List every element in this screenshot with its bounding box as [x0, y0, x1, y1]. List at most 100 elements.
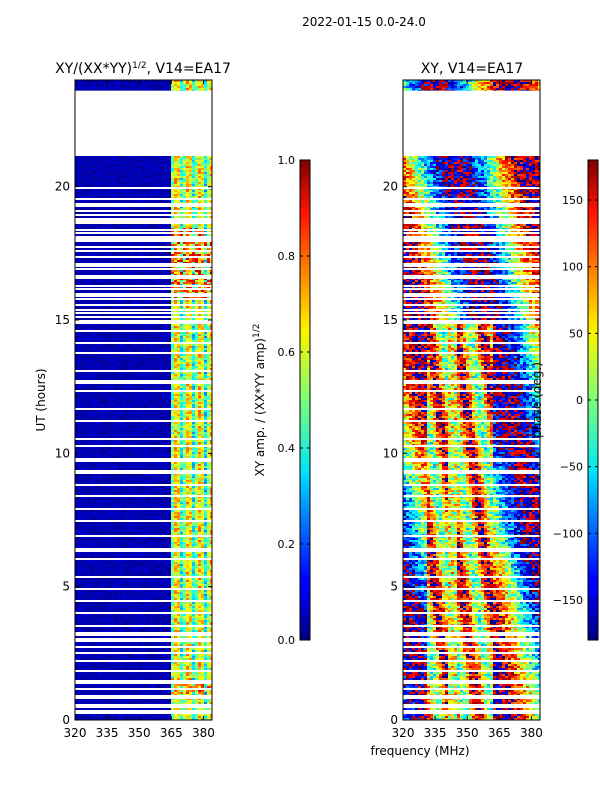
heatmap-cell — [114, 360, 117, 362]
heatmap-cell — [120, 178, 123, 180]
heatmap-cell — [81, 164, 84, 166]
heatmap-cell — [87, 324, 90, 326]
heatmap-cell — [75, 282, 78, 284]
heatmap-cell — [126, 324, 129, 326]
heatmap-cell — [147, 356, 150, 358]
heatmap-cell — [81, 258, 84, 260]
heatmap-cell — [129, 258, 132, 260]
heatmap-cell — [126, 248, 129, 250]
heatmap-cell — [177, 226, 180, 228]
heatmap-cell — [126, 156, 129, 158]
heatmap-cell — [87, 82, 90, 84]
heatmap-cell — [123, 348, 126, 350]
heatmap-cell — [147, 162, 150, 164]
heatmap-cell — [135, 350, 138, 352]
heatmap-cell — [168, 272, 171, 274]
heatmap-cell — [75, 328, 78, 330]
heatmap-cell — [114, 156, 117, 158]
heatmap-cell — [123, 344, 126, 346]
heatmap-cell — [138, 302, 141, 304]
heatmap-cell — [201, 80, 204, 82]
heatmap-cell — [120, 170, 123, 172]
heatmap-cell — [159, 216, 162, 218]
heatmap-cell — [123, 336, 126, 338]
heatmap-cell — [138, 254, 141, 256]
heatmap-cell — [171, 350, 174, 352]
heatmap-cell — [102, 216, 105, 218]
heatmap-cell — [99, 174, 102, 176]
heatmap-cell — [135, 162, 138, 164]
heatmap-cell — [207, 326, 210, 328]
heatmap-cell — [138, 84, 141, 86]
heatmap-cell — [198, 306, 201, 308]
heatmap-cell — [150, 170, 153, 172]
heatmap-cell — [210, 192, 212, 194]
heatmap-cell — [108, 282, 111, 284]
heatmap-cell — [189, 192, 192, 194]
heatmap-cell — [183, 348, 186, 350]
heatmap-cell — [195, 260, 198, 262]
heatmap-cell — [195, 196, 198, 198]
heatmap-cell — [126, 212, 129, 214]
heatmap-cell — [210, 306, 212, 308]
heatmap-cell — [90, 302, 93, 304]
heatmap-cell — [87, 244, 90, 246]
heatmap-cell — [144, 88, 147, 90]
heatmap-cell — [198, 272, 201, 274]
heatmap-cell — [192, 348, 195, 350]
heatmap-cell — [195, 336, 198, 338]
heatmap-cell — [120, 252, 123, 254]
heatmap-cell — [147, 226, 150, 228]
heatmap-cell — [150, 226, 153, 228]
heatmap-cell — [96, 178, 99, 180]
heatmap-cell — [156, 280, 159, 282]
heatmap-cell — [183, 190, 186, 192]
heatmap-cell — [135, 326, 138, 328]
heatmap-cell — [183, 248, 186, 250]
heatmap-cell — [153, 208, 156, 210]
heatmap-cell — [102, 178, 105, 180]
heatmap-cell — [81, 306, 84, 308]
heatmap-cell — [159, 332, 162, 334]
heatmap-cell — [120, 258, 123, 260]
heatmap-cell — [123, 158, 126, 160]
heatmap-cell — [111, 216, 114, 218]
heatmap-cell — [126, 260, 129, 262]
heatmap-cell — [156, 160, 159, 162]
heatmap-cell — [210, 358, 212, 360]
heatmap-cell — [75, 200, 78, 202]
heatmap-cell — [177, 248, 180, 250]
heatmap-cell — [159, 338, 162, 340]
heatmap-cell — [132, 350, 135, 352]
heatmap-cell — [117, 336, 120, 338]
heatmap-cell — [159, 302, 162, 304]
heatmap-cell — [138, 282, 141, 284]
heatmap-cell — [108, 192, 111, 194]
heatmap-cell — [159, 282, 162, 284]
heatmap-cell — [192, 82, 195, 84]
heatmap-cell — [186, 80, 189, 82]
heatmap-cell — [96, 356, 99, 358]
heatmap-cell — [153, 346, 156, 348]
heatmap-cell — [180, 254, 183, 256]
heatmap-cell — [204, 184, 207, 186]
heatmap-cell — [114, 270, 117, 272]
heatmap-cell — [147, 328, 150, 330]
heatmap-cell — [102, 248, 105, 250]
heatmap-cell — [84, 234, 87, 236]
heatmap-cell — [198, 180, 201, 182]
heatmap-cell — [183, 156, 186, 158]
heatmap-cell — [177, 208, 180, 210]
heatmap-cell — [147, 314, 150, 316]
heatmap-cell — [138, 348, 141, 350]
heatmap-cell — [111, 302, 114, 304]
heatmap-cell — [99, 156, 102, 158]
heatmap-cell — [84, 184, 87, 186]
heatmap-cell — [135, 174, 138, 176]
heatmap-cell — [141, 166, 144, 168]
heatmap-cell — [108, 242, 111, 244]
heatmap-cell — [114, 80, 117, 82]
heatmap-cell — [129, 334, 132, 336]
heatmap-cell — [96, 306, 99, 308]
heatmap-cell — [210, 234, 212, 236]
